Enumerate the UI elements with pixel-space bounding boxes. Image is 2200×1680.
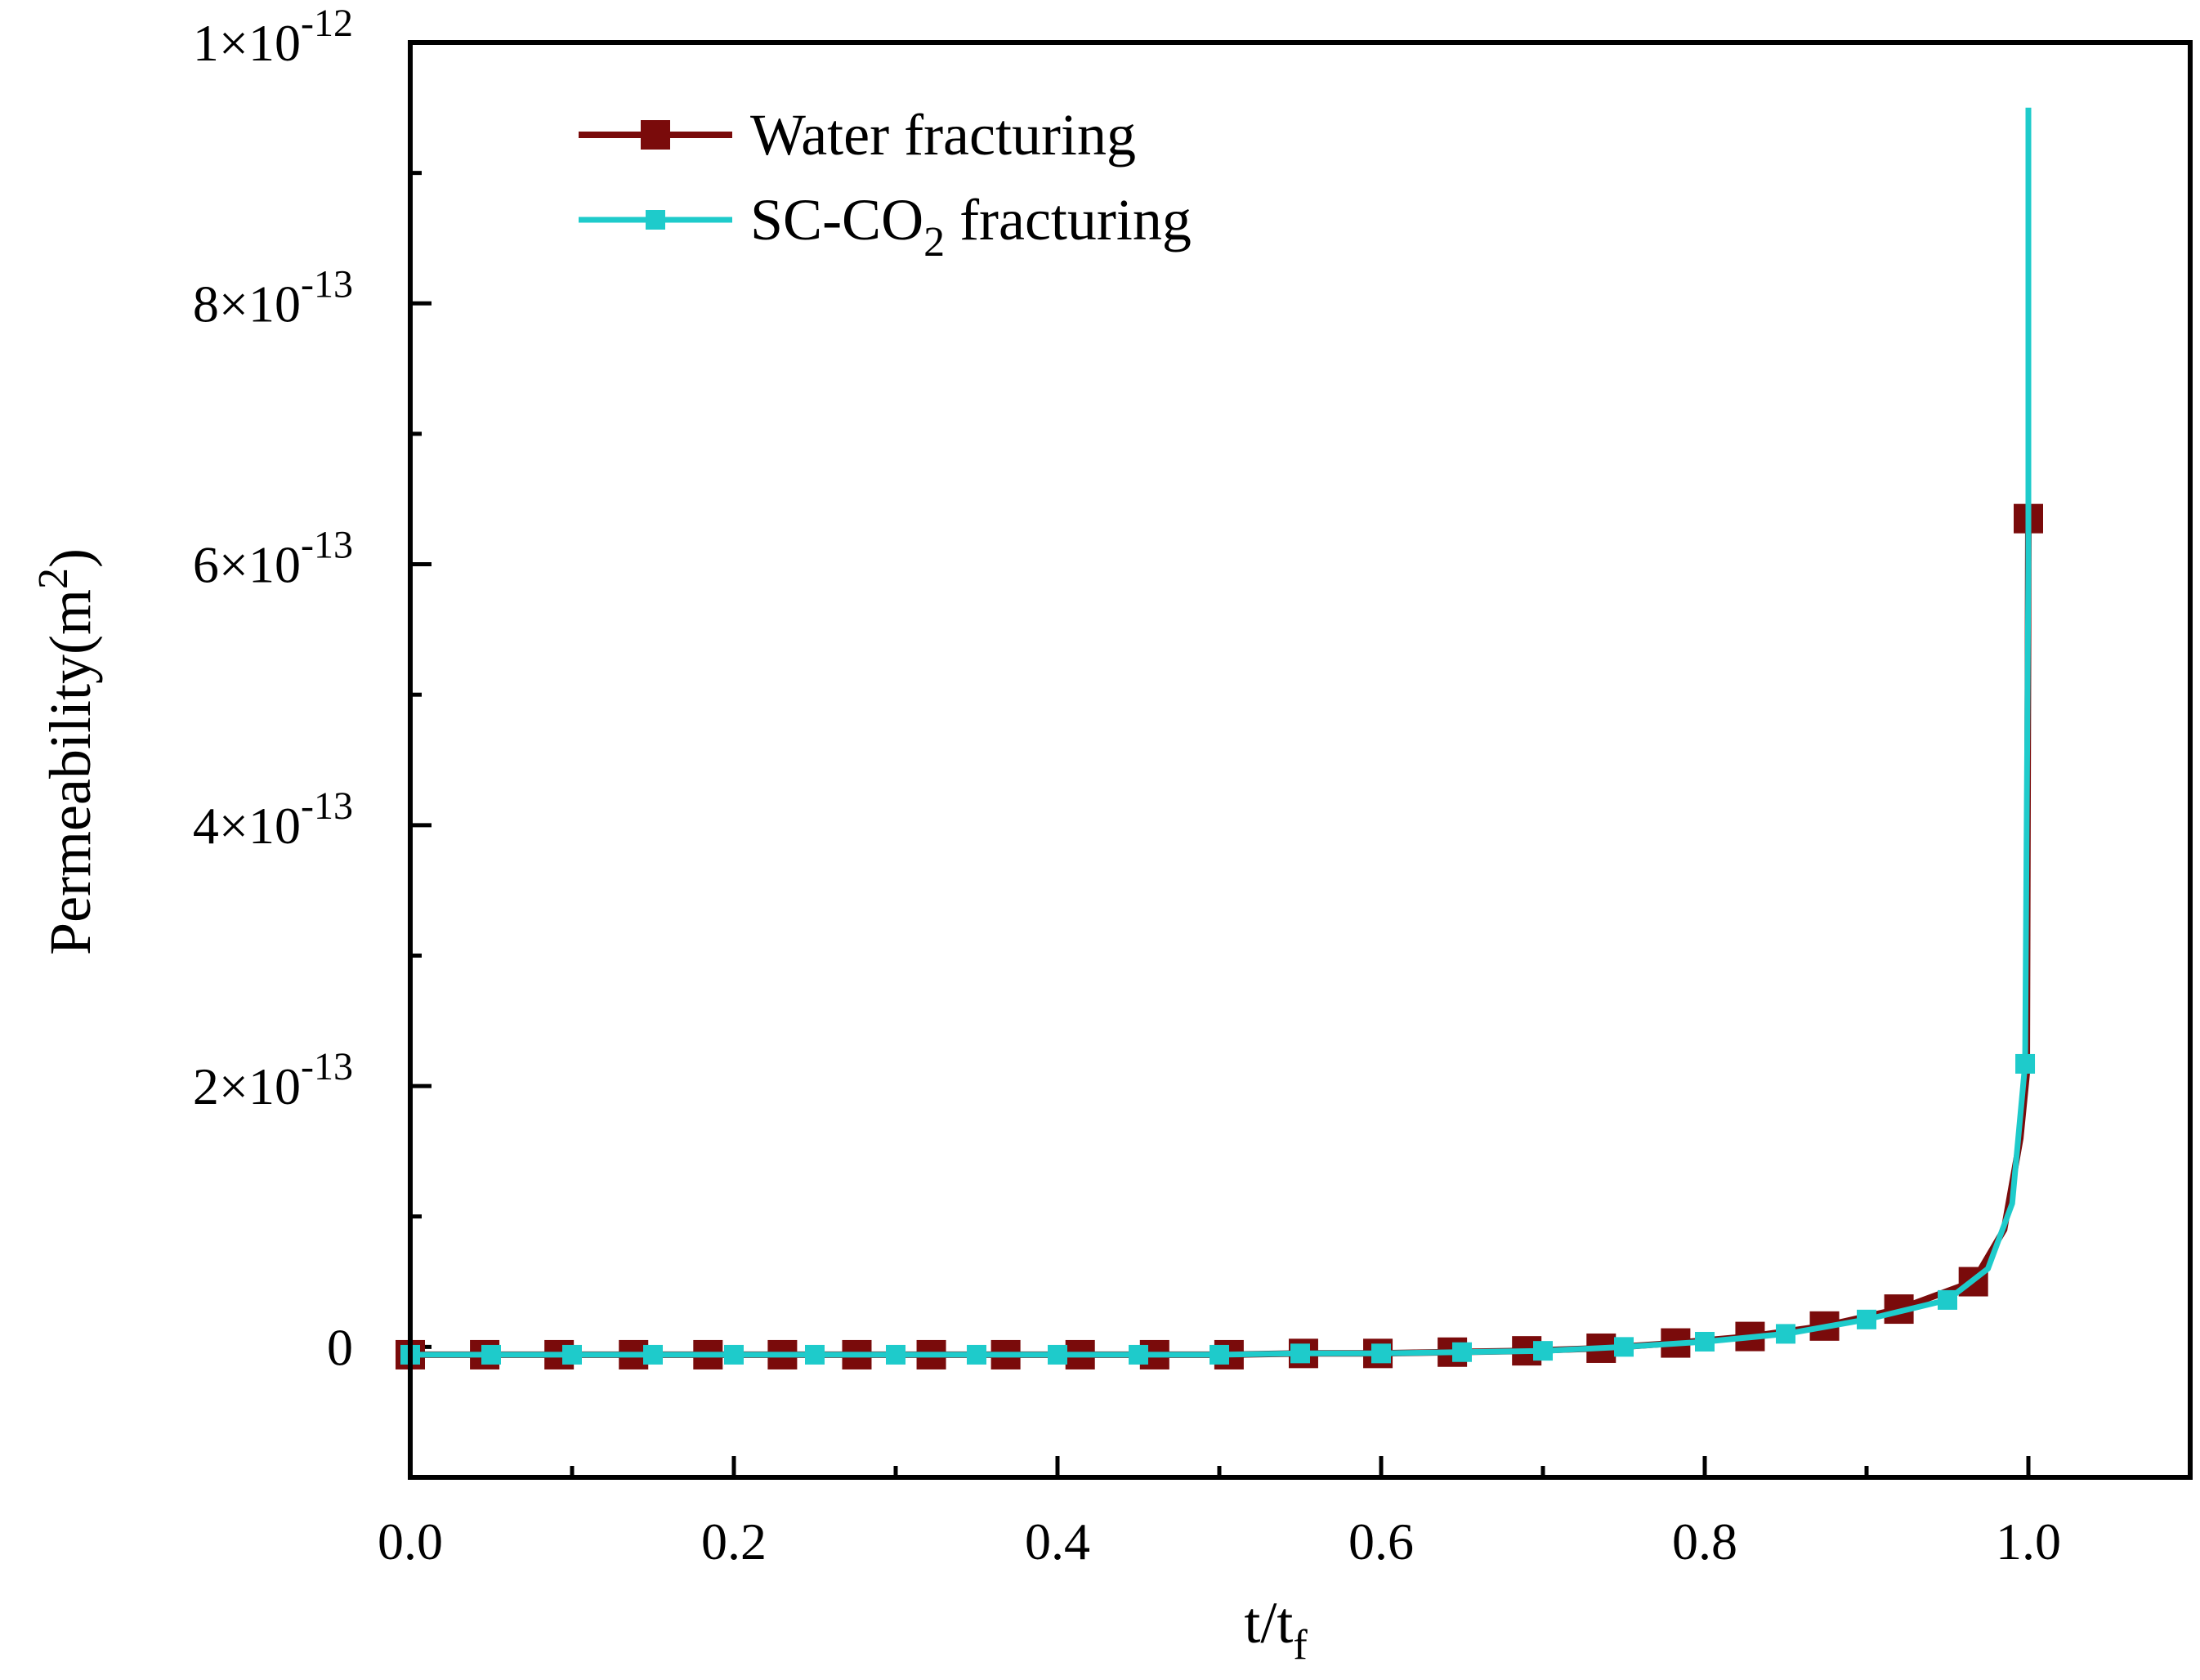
legend: Water fracturing SC-CO2 fracturing — [579, 102, 1192, 266]
series-line — [410, 518, 2032, 1358]
legend-item: Water fracturing — [579, 102, 1136, 168]
data-point — [481, 1344, 501, 1365]
legend-marker — [646, 210, 665, 230]
plot-frame — [408, 40, 2193, 1480]
data-point — [1129, 1344, 1148, 1365]
series-line — [410, 107, 2032, 1358]
data-point — [1048, 1344, 1067, 1365]
legend-item: SC-CO2 fracturing — [579, 187, 1192, 266]
data-point — [1614, 1337, 1634, 1357]
data-point — [886, 1344, 905, 1365]
y-axis-title: Permeability(m2) — [30, 548, 103, 955]
y-tick-label: 4×10-13 — [193, 784, 353, 855]
data-point — [967, 1344, 986, 1365]
x-tick-label: 1.0 — [1996, 1512, 2061, 1571]
x-tick-label: 0.2 — [701, 1512, 767, 1571]
legend-marker — [641, 120, 670, 150]
data-point — [562, 1344, 582, 1365]
x-tick-label: 0.6 — [1348, 1512, 1414, 1571]
data-point — [1695, 1331, 1715, 1352]
data-point — [805, 1344, 825, 1365]
data-point — [724, 1344, 744, 1365]
series-layer — [396, 107, 2043, 1369]
x-tick-label: 0.8 — [1672, 1512, 1737, 1571]
y-tick-label: 6×10-13 — [193, 524, 353, 594]
series-water-fracturing — [396, 503, 2043, 1369]
x-tick-label: 0.0 — [378, 1512, 443, 1571]
ticks-layer — [408, 40, 2031, 1477]
series-sc-co2-fracturing — [400, 107, 2036, 1365]
data-point — [2015, 1053, 2036, 1074]
x-axis-title: t/tf — [1244, 1590, 1308, 1669]
data-point — [1371, 1343, 1391, 1364]
data-point — [1290, 1343, 1310, 1364]
y-tick-label: 8×10-13 — [193, 262, 353, 333]
data-point — [1857, 1309, 1876, 1329]
labels-layer: 0.0 0.2 0.4 0.6 0.8 1.0 0 2×10-13 4×10-13 6×10-13… — [193, 2, 2061, 1571]
data-point — [1533, 1341, 1553, 1361]
data-point — [1938, 1289, 1957, 1310]
data-point — [1210, 1344, 1229, 1365]
y-tick-label: 1×10-12 — [193, 2, 353, 72]
x-tick-label: 0.4 — [1025, 1512, 1090, 1571]
legend-label: SC-CO2 fracturing — [750, 187, 1192, 266]
data-point — [1776, 1324, 1795, 1344]
y-tick-label: 2×10-13 — [193, 1045, 353, 1115]
y-tick-label: 0 — [327, 1318, 353, 1376]
data-point — [643, 1344, 663, 1365]
legend-label: Water fracturing — [750, 102, 1136, 168]
data-point — [1452, 1342, 1472, 1362]
